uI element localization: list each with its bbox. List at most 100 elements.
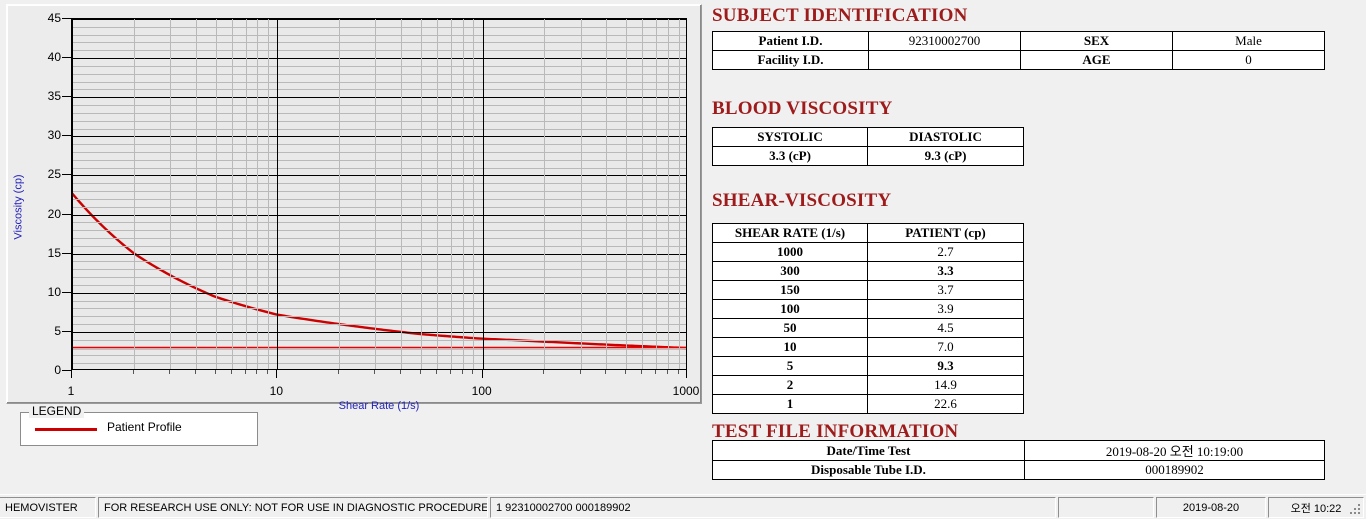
status-bar: HEMOVISTER FOR RESEARCH USE ONLY: NOT FO… bbox=[0, 494, 1366, 519]
y-axis-tick-label: 5 bbox=[54, 323, 61, 338]
grid-line-horizontal bbox=[72, 214, 686, 216]
grid-line-vertical bbox=[668, 19, 670, 369]
y-axis-tick-mark bbox=[62, 57, 71, 59]
table-row: 150 3.7 bbox=[712, 280, 1024, 300]
grid-line-vertical bbox=[133, 19, 135, 369]
status-time-text: 오전 10:22 bbox=[1290, 502, 1342, 515]
value-disposable-tube-id: 000189902 bbox=[1024, 460, 1325, 480]
viscosity-chart-panel: 0 5 10 15 20 25 30 35 40 45 Viscosity (cp) Shear R… bbox=[6, 4, 702, 412]
status-blank bbox=[1058, 497, 1154, 518]
cell-shear-rate: 10 bbox=[712, 337, 868, 357]
report-pane: SUBJECT IDENTIFICATION Patient I.D. 9231… bbox=[706, 0, 1366, 490]
grid-line-horizontal bbox=[72, 206, 686, 208]
x-axis-tick-mark bbox=[677, 370, 679, 374]
grid-line-vertical bbox=[544, 19, 546, 369]
value-age[interactable]: 0 bbox=[1172, 50, 1325, 70]
grid-line-vertical bbox=[195, 19, 197, 369]
grid-line-horizontal bbox=[72, 347, 686, 349]
x-axis-tick-mark bbox=[436, 370, 438, 374]
y-axis-tick-label: 30 bbox=[47, 128, 61, 143]
resize-grip-icon[interactable] bbox=[1348, 502, 1362, 516]
grid-line-horizontal bbox=[72, 230, 686, 232]
grid-line-horizontal bbox=[72, 81, 686, 83]
grid-line-vertical bbox=[626, 19, 628, 369]
x-axis-tick-mark bbox=[338, 370, 340, 374]
label-disposable-tube-id: Disposable Tube I.D. bbox=[712, 460, 1025, 480]
status-disclaimer: FOR RESEARCH USE ONLY: NOT FOR USE IN DI… bbox=[98, 497, 488, 518]
chart-legend: LEGEND Patient Profile bbox=[20, 404, 258, 446]
x-axis-tick-mark bbox=[579, 370, 581, 374]
shear-viscosity-table: SHEAR RATE (1/s) PATIENT (cp) 1000 2.7 300… bbox=[712, 223, 1024, 414]
x-axis-tick-mark bbox=[686, 370, 687, 378]
x-axis-tick-mark bbox=[481, 370, 483, 378]
grid-line-horizontal bbox=[72, 331, 686, 333]
cell-patient-viscosity: 4.5 bbox=[867, 318, 1024, 338]
grid-line-horizontal bbox=[72, 73, 686, 75]
x-axis-tick-mark bbox=[266, 370, 268, 374]
cell-patient-viscosity: 3.3 bbox=[867, 261, 1024, 281]
section-title-test-file-information: TEST FILE INFORMATION bbox=[712, 421, 959, 442]
grid-line-horizontal bbox=[72, 277, 686, 279]
grid-line-horizontal bbox=[72, 19, 686, 20]
grid-line-horizontal bbox=[72, 238, 686, 240]
x-axis-tick-mark bbox=[244, 370, 246, 374]
grid-line-horizontal bbox=[72, 120, 686, 122]
grid-line-horizontal bbox=[72, 167, 686, 169]
x-axis-tick-mark bbox=[641, 370, 643, 374]
cell-shear-rate: 150 bbox=[712, 280, 868, 300]
label-date-time-test: Date/Time Test bbox=[712, 440, 1025, 461]
status-time: 오전 10:22 bbox=[1268, 497, 1364, 518]
cell-patient-viscosity: 7.0 bbox=[867, 337, 1024, 357]
table-row: Facility I.D. AGE 0 bbox=[712, 50, 1325, 70]
grid-line-vertical bbox=[375, 19, 377, 369]
cell-shear-rate: 1000 bbox=[712, 242, 868, 262]
x-axis-tick-mark bbox=[543, 370, 545, 374]
x-axis-tick-mark bbox=[667, 370, 669, 374]
y-axis-tick-label: 20 bbox=[47, 206, 61, 221]
y-axis-tick-mark bbox=[62, 174, 71, 176]
grid-line-horizontal bbox=[72, 128, 686, 130]
x-axis-tick-label: 100 bbox=[471, 384, 492, 398]
status-disclaimer-text: FOR RESEARCH USE ONLY: NOT FOR USE IN DI… bbox=[104, 501, 488, 514]
x-axis-tick-mark bbox=[625, 370, 627, 374]
legend-swatch-patient-profile bbox=[35, 428, 97, 431]
x-axis-tick-mark bbox=[655, 370, 657, 374]
grid-line-vertical bbox=[606, 19, 608, 369]
grid-line-horizontal bbox=[72, 308, 686, 310]
grid-line-vertical bbox=[339, 19, 341, 369]
cell-shear-rate: 100 bbox=[712, 299, 868, 319]
y-axis-tick-label: 45 bbox=[47, 11, 61, 25]
label-patient-id: Patient I.D. bbox=[712, 31, 869, 51]
y-axis-tick-label: 10 bbox=[47, 284, 61, 299]
grid-line-horizontal bbox=[72, 112, 686, 114]
header-systolic: SYSTOLIC bbox=[712, 127, 868, 147]
test-file-information-table: Date/Time Test 2019-08-20 오전 10:19:00 Di… bbox=[712, 440, 1325, 480]
value-sex[interactable]: Male bbox=[1172, 31, 1325, 51]
legend-title: LEGEND bbox=[29, 404, 85, 418]
label-facility-id: Facility I.D. bbox=[712, 50, 869, 70]
x-axis-tick-label: 10 bbox=[269, 384, 284, 398]
table-row: 10 7.0 bbox=[712, 337, 1024, 357]
grid-line-vertical bbox=[277, 19, 279, 369]
grid-line-vertical bbox=[437, 19, 439, 369]
value-patient-id[interactable]: 92310002700 bbox=[868, 31, 1021, 51]
grid-line-horizontal bbox=[72, 222, 686, 224]
x-axis: Shear Rate (1/s) 1 10 100 1000 bbox=[67, 370, 699, 412]
status-date-text: 2019-08-20 bbox=[1182, 501, 1240, 514]
grid-line-horizontal bbox=[72, 300, 686, 302]
grid-line-horizontal bbox=[72, 105, 686, 107]
grid-line-vertical bbox=[267, 19, 269, 369]
grid-line-horizontal bbox=[72, 339, 686, 341]
x-axis-tick-label: 1 bbox=[67, 384, 75, 398]
table-row: 1 22.6 bbox=[712, 394, 1024, 414]
value-facility-id[interactable] bbox=[868, 50, 1021, 70]
cell-shear-rate: 300 bbox=[712, 261, 868, 281]
y-axis-tick-mark bbox=[62, 135, 71, 137]
grid-line-vertical bbox=[656, 19, 658, 369]
value-diastolic: 9.3 (cP) bbox=[867, 146, 1024, 166]
grid-line-horizontal bbox=[72, 175, 686, 177]
x-axis-label: Shear Rate (1/s) bbox=[338, 400, 420, 412]
legend-label-patient-profile: Patient Profile bbox=[107, 420, 182, 434]
cell-patient-viscosity: 14.9 bbox=[867, 375, 1024, 395]
